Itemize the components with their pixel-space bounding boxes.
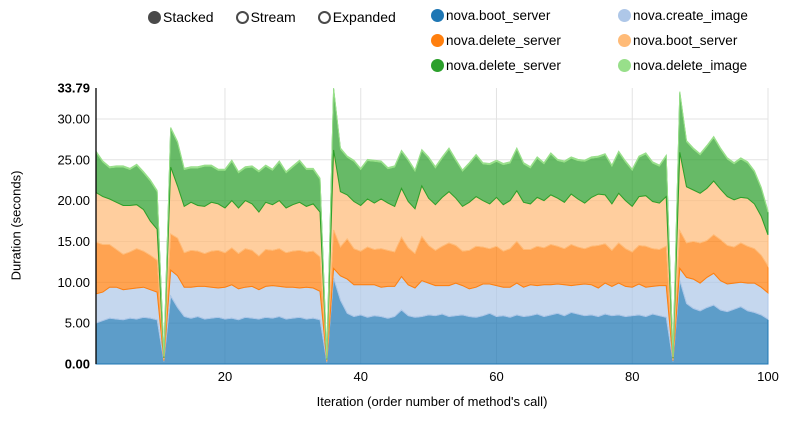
series-color-dot-icon: [618, 8, 631, 22]
mode-option-label: Stacked: [163, 9, 214, 25]
radio-unselected-icon[interactable]: [235, 10, 249, 24]
legend-label: nova.delete_image: [633, 57, 748, 73]
series-color-dot-icon: [431, 33, 444, 47]
y-tick-label: 15.00: [57, 234, 90, 249]
x-tick-label: 40: [353, 369, 367, 384]
legend-item-nova-delete-server-1[interactable]: nova.delete_server: [431, 29, 618, 51]
y-tick-label: 5.00: [65, 316, 90, 331]
x-tick-label: 20: [218, 369, 232, 384]
legend-label: nova.delete_server: [446, 57, 561, 73]
x-axis-title: Iteration (order number of method's call…: [316, 394, 548, 409]
legend-item-nova-boot-server-2[interactable]: nova.boot_server: [618, 29, 790, 51]
series-color-dot-icon: [618, 33, 631, 47]
radio-selected-icon[interactable]: [148, 10, 161, 24]
y-tick-label: 0.00: [65, 357, 90, 372]
legend-label: nova.create_image: [633, 7, 748, 23]
legend-item-nova-delete-server-2[interactable]: nova.delete_server: [431, 54, 618, 76]
mode-option-stream[interactable]: Stream: [235, 9, 296, 25]
mode-option-label: Expanded: [332, 9, 396, 25]
y-tick-label: 10.00: [57, 275, 90, 290]
mode-option-label: Stream: [250, 9, 296, 25]
x-tick-label: 100: [757, 369, 779, 384]
y-axis-title: Duration (seconds): [8, 170, 24, 281]
legend-item-nova-boot-server-1[interactable]: nova.boot_server: [431, 4, 618, 26]
legend-item-nova-create-image[interactable]: nova.create_image: [618, 4, 790, 26]
y-tick-label: 33.79: [57, 81, 90, 96]
y-tick-label: 20.00: [57, 193, 90, 208]
chart-legend: nova.boot_server nova.create_image nova.…: [431, 4, 790, 76]
y-tick-label: 30.00: [57, 111, 90, 126]
legend-label: nova.boot_server: [446, 7, 551, 23]
chart-style-controls: Stacked Stream Expanded: [148, 9, 396, 25]
y-tick-label: 25.00: [57, 152, 90, 167]
x-tick-label: 60: [489, 369, 503, 384]
x-tick-label: 80: [625, 369, 639, 384]
radio-unselected-icon[interactable]: [317, 10, 331, 24]
area-nova.delete_image[interactable]: [95, 87, 769, 359]
mode-option-expanded[interactable]: Expanded: [317, 9, 396, 25]
legend-item-nova-delete-image[interactable]: nova.delete_image: [618, 54, 790, 76]
legend-label: nova.delete_server: [446, 32, 561, 48]
series-color-dot-icon: [431, 58, 444, 72]
series-color-dot-icon: [431, 8, 444, 22]
legend-label: nova.boot_server: [633, 32, 738, 48]
mode-option-stacked[interactable]: Stacked: [148, 9, 214, 25]
series-color-dot-icon: [618, 58, 631, 72]
